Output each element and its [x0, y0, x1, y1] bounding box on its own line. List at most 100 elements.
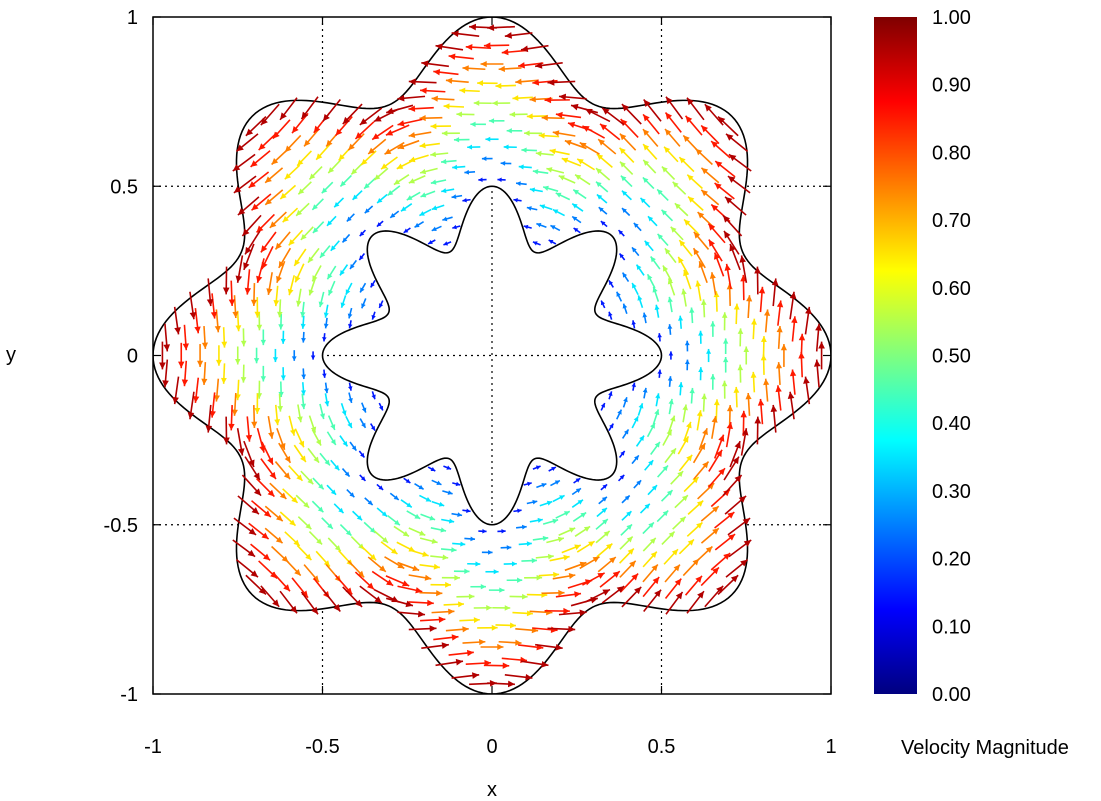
- velocity-arrow: [315, 143, 331, 161]
- velocity-arrow: [684, 575, 703, 596]
- velocity-arrow: [674, 202, 689, 217]
- velocity-arrow: [642, 387, 648, 399]
- velocity-arrow: [456, 111, 475, 118]
- velocity-arrow: [737, 364, 744, 383]
- velocity-arrow: [815, 323, 822, 352]
- velocity-arrow: [361, 402, 367, 413]
- velocity-arrow: [251, 405, 258, 428]
- velocity-arrow: [321, 181, 334, 194]
- velocity-arrow: [435, 43, 464, 51]
- velocity-arrow: [667, 415, 676, 433]
- velocity-arrow: [695, 545, 713, 563]
- velocity-arrow: [509, 111, 528, 118]
- velocity-arrow: [294, 428, 305, 448]
- velocity-arrow: [789, 291, 797, 320]
- velocity-arrow: [477, 624, 498, 631]
- velocity-arrow: [419, 167, 438, 175]
- velocity-arrow: [771, 278, 779, 307]
- velocity-arrow: [619, 161, 634, 176]
- velocity-arrow: [647, 484, 658, 496]
- velocity-arrow: [406, 191, 421, 201]
- velocity-arrow: [608, 423, 615, 431]
- velocity-arrow: [354, 571, 375, 590]
- velocity-arrow: [631, 415, 639, 429]
- velocity-arrow: [600, 483, 608, 491]
- velocity-arrow: [322, 589, 341, 612]
- velocity-arrow: [683, 269, 692, 290]
- y-tick-label: 1: [127, 7, 138, 29]
- velocity-arrow: [709, 272, 717, 295]
- velocity-arrow: [162, 359, 169, 388]
- velocity-arrow: [647, 215, 658, 227]
- velocity-arrow: [503, 144, 517, 150]
- velocity-arrow: [550, 479, 561, 487]
- velocity-arrow: [228, 405, 235, 431]
- velocity-arrow: [621, 586, 642, 608]
- velocity-arrow: [561, 157, 582, 167]
- velocity-arrow: [330, 240, 340, 252]
- velocity-arrow: [696, 410, 703, 431]
- velocity-arrow: [324, 382, 329, 394]
- velocity-arrow: [598, 496, 608, 505]
- velocity-arrow: [406, 510, 421, 520]
- velocity-arrow: [608, 280, 615, 288]
- velocity-arrow: [746, 295, 753, 319]
- velocity-arrow: [714, 511, 735, 529]
- velocity-arrow: [311, 265, 322, 282]
- velocity-arrow: [646, 273, 656, 289]
- inner-boundary: [321, 185, 663, 526]
- velocity-arrow: [348, 382, 353, 391]
- velocity-arrow: [539, 204, 553, 211]
- velocity-arrow: [536, 222, 547, 229]
- velocity-arrow: [722, 214, 743, 237]
- y-tick-label: -1: [120, 684, 138, 706]
- velocity-arrow: [571, 499, 584, 508]
- velocity-arrow: [654, 304, 660, 318]
- velocity-arrow: [346, 488, 355, 498]
- velocity-arrow: [573, 477, 581, 484]
- velocity-arrow: [349, 259, 358, 270]
- velocity-arrow: [433, 634, 459, 641]
- velocity-arrow: [791, 316, 798, 342]
- velocity-arrow: [515, 78, 539, 85]
- velocity-arrow: [400, 499, 413, 508]
- velocity-arrow: [539, 500, 553, 507]
- velocity-arrow: [804, 306, 812, 335]
- velocity-arrow: [617, 474, 625, 482]
- velocity-arrow: [282, 207, 299, 223]
- velocity-arrow: [308, 278, 317, 296]
- velocity-arrow: [631, 382, 636, 391]
- velocity-arrow: [201, 325, 209, 349]
- velocity-arrow: [296, 288, 302, 307]
- velocity-arrow: [435, 658, 464, 667]
- velocity-arrow: [159, 341, 166, 370]
- velocity-arrow: [550, 224, 561, 232]
- velocity-arrow: [598, 206, 608, 215]
- velocity-arrow: [665, 96, 684, 120]
- velocity-arrow: [687, 196, 704, 211]
- velocity-arrow: [552, 573, 576, 580]
- velocity-arrow: [420, 87, 446, 94]
- velocity-arrow: [315, 550, 331, 568]
- velocity-arrow: [272, 571, 291, 592]
- velocity-arrow: [261, 441, 274, 465]
- velocity-arrow: [326, 265, 337, 280]
- velocity-arrow: [300, 382, 306, 396]
- velocity-arrow: [187, 391, 195, 420]
- colorbar-tick-label: 0.10: [932, 616, 971, 638]
- velocity-arrow: [371, 391, 376, 400]
- velocity-arrow: [515, 524, 527, 530]
- velocity-arrow: [677, 256, 690, 276]
- velocity-arrow: [549, 148, 570, 156]
- velocity-arrow: [733, 303, 740, 325]
- velocity-arrow: [757, 398, 765, 425]
- velocity-arrow: [621, 510, 632, 521]
- velocity-arrows: [159, 23, 825, 688]
- velocity-arrow: [684, 340, 690, 352]
- velocity-arrow: [686, 590, 705, 614]
- colorbar-gradient: [874, 17, 917, 694]
- velocity-arrow: [660, 489, 674, 502]
- velocity-arrow: [172, 376, 180, 405]
- velocity-arrow: [311, 198, 324, 211]
- velocity-arrow: [661, 166, 676, 180]
